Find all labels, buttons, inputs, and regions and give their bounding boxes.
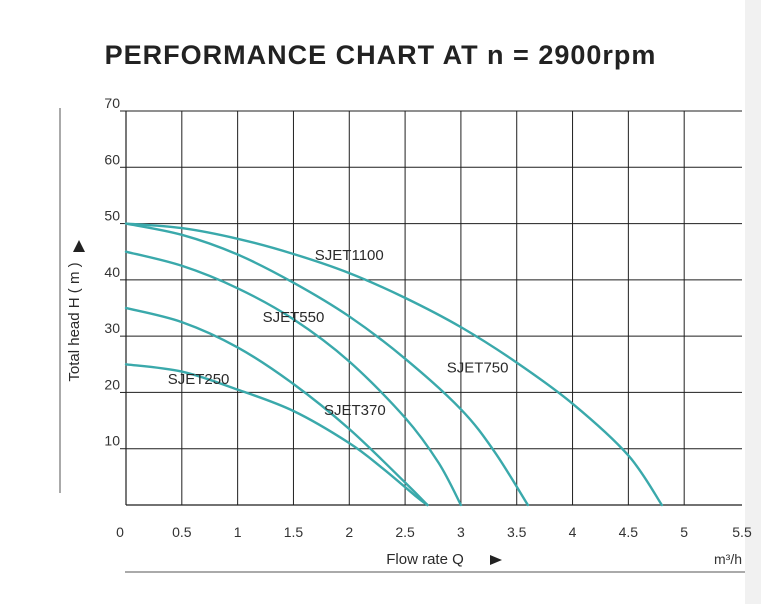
y-tick-label: 50 xyxy=(104,208,120,224)
series-label-sjet370: SJET370 xyxy=(324,402,386,419)
x-tick-label: 1.5 xyxy=(284,524,304,540)
series-line-sjet250 xyxy=(124,363,429,507)
x-tick-label: 0 xyxy=(116,524,124,540)
x-tick-label: 4 xyxy=(569,524,577,540)
y-tick-label: 70 xyxy=(104,95,120,111)
x-unit-label: m³/h xyxy=(714,551,742,567)
series-line-sjet750 xyxy=(124,222,530,507)
series-line-sjet1100 xyxy=(124,222,664,507)
series-label-sjet1100: SJET1100 xyxy=(315,247,384,264)
y-tick-label: 60 xyxy=(104,151,120,167)
x-tick-label: 3 xyxy=(457,524,465,540)
x-tick-label: 4.5 xyxy=(619,524,639,540)
chart-title: PERFORMANCE CHART AT n = 2900rpm xyxy=(104,40,657,70)
x-tick-label: 3.5 xyxy=(507,524,527,540)
y-tick-label: 10 xyxy=(104,433,120,449)
x-tick-label: 0.5 xyxy=(172,524,192,540)
y-axis-arrow-icon xyxy=(73,240,85,252)
y-tick-label: 30 xyxy=(104,320,120,336)
x-tick-label: 2 xyxy=(345,524,353,540)
series-label-sjet250: SJET250 xyxy=(168,371,230,388)
right-edge-strip xyxy=(745,0,761,604)
series-lines xyxy=(124,222,664,507)
x-axis-arrow-icon xyxy=(490,555,502,565)
y-tick-label: 40 xyxy=(104,264,120,280)
axes xyxy=(59,108,745,573)
series-label-sjet550: SJET550 xyxy=(263,309,325,326)
series-line-sjet370 xyxy=(124,306,429,507)
tick-labels: 10 20 30 40 50 60 70 0 0.5 1 1.5 2 2.5 3 3.5 4 4.5 5 5.5 xyxy=(104,95,752,540)
x-tick-label: 2.5 xyxy=(395,524,415,540)
x-tick-label: 5 xyxy=(680,524,688,540)
x-axis-label: Flow rate Q xyxy=(386,551,464,568)
x-tick-label: 1 xyxy=(234,524,242,540)
series-label-sjet750: SJET750 xyxy=(447,360,509,377)
y-axis-label: Total head H ( m ) xyxy=(66,262,83,381)
y-tick-label: 20 xyxy=(104,376,120,392)
x-tick-label: 5.5 xyxy=(732,524,752,540)
series-line-sjet550 xyxy=(124,250,463,507)
series-labels: SJET250 SJET370 SJET550 SJET750 SJET1100 xyxy=(168,247,509,419)
grid xyxy=(126,110,742,505)
